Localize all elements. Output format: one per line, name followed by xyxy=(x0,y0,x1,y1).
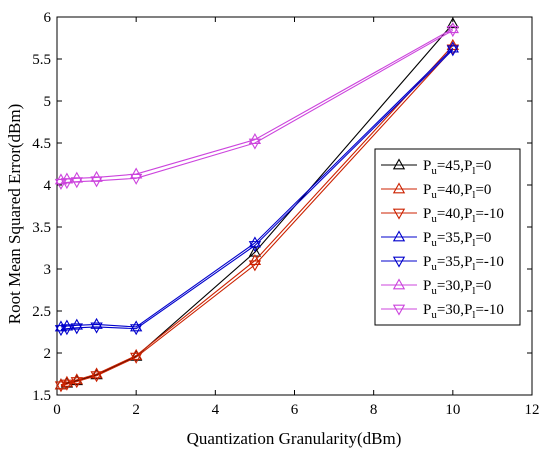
x-tick-label: 0 xyxy=(53,402,61,418)
data-point xyxy=(70,377,83,389)
x-tick-label: 12 xyxy=(525,402,540,418)
legend-marker xyxy=(392,256,406,268)
data-point xyxy=(446,26,459,38)
y-tick-label: 2 xyxy=(44,346,52,362)
series-layer xyxy=(54,17,459,393)
data-point xyxy=(130,352,143,364)
data-point xyxy=(54,381,68,393)
data-point xyxy=(446,17,459,29)
legend-label: Pu=45,Pl=0 xyxy=(423,158,491,177)
y-tick-label: 5.5 xyxy=(32,52,51,68)
data-point xyxy=(90,322,103,334)
legend-marker xyxy=(392,230,406,242)
data-point xyxy=(60,324,74,336)
data-point xyxy=(130,173,143,185)
series-line xyxy=(60,29,454,184)
data-point xyxy=(446,45,459,57)
data-point xyxy=(70,373,83,385)
y-tick-label: 4.5 xyxy=(32,136,51,152)
axis-ticks: 0 2 4 6 8 10 12 1.5 2 2.5 3 3.5 4 4.5 5 5.5 6 xyxy=(32,10,539,418)
legend: Pu=45,Pl=0 Pu=40,Pl=0 Pu=40,Pl=-10 Pu=35,Pl… xyxy=(374,148,521,326)
series-2 xyxy=(54,44,459,393)
data-point xyxy=(70,323,83,335)
series-line xyxy=(60,48,454,387)
y-tick-label: 2.5 xyxy=(32,304,51,320)
legend-marker xyxy=(392,304,406,316)
legend-entry: Pu=35,Pl=0 xyxy=(381,230,491,249)
data-point xyxy=(248,138,262,150)
y-tick-label: 1.5 xyxy=(32,388,51,404)
series-line xyxy=(60,49,454,331)
data-point xyxy=(248,260,262,272)
data-point xyxy=(54,325,68,337)
legend-marker xyxy=(392,278,406,290)
legend-entry: Pu=45,Pl=0 xyxy=(381,158,491,177)
series-6 xyxy=(54,26,459,190)
legend-marker xyxy=(392,208,406,220)
data-point xyxy=(60,379,74,391)
data-point xyxy=(90,371,103,383)
legend-label: Pu=40,Pl=0 xyxy=(423,182,491,201)
series-4 xyxy=(54,45,459,337)
data-point xyxy=(248,241,262,253)
legend-entry: Pu=40,Pl=0 xyxy=(381,182,491,201)
legend-label: Pu=40,Pl=-10 xyxy=(423,206,504,225)
data-point xyxy=(90,367,103,379)
y-tick-label: 3.5 xyxy=(32,220,51,236)
x-axis-label: Quantization Granularity(dBm) xyxy=(187,429,402,448)
data-point xyxy=(70,177,83,189)
data-point xyxy=(446,41,459,53)
y-tick-label: 5 xyxy=(44,94,52,110)
series-line xyxy=(60,47,454,328)
data-point xyxy=(54,178,68,190)
data-point xyxy=(130,324,143,336)
series-line xyxy=(60,23,454,386)
legend-label: Pu=35,Pl=0 xyxy=(423,230,491,249)
x-tick-label: 10 xyxy=(445,402,460,418)
legend-entry: Pu=30,Pl=-10 xyxy=(381,302,504,321)
legend-label: Pu=30,Pl=0 xyxy=(423,278,491,297)
x-tick-label: 2 xyxy=(132,402,140,418)
data-point xyxy=(130,320,143,332)
legend-entry: Pu=35,Pl=-10 xyxy=(381,254,504,273)
y-tick-label: 3 xyxy=(44,262,52,278)
y-tick-label: 6 xyxy=(44,10,52,26)
legend-label: Pu=30,Pl=-10 xyxy=(423,302,504,321)
x-tick-label: 6 xyxy=(291,402,299,418)
x-tick-label: 4 xyxy=(212,402,220,418)
x-tick-label: 8 xyxy=(370,402,378,418)
y-tick-label: 4 xyxy=(44,178,52,194)
data-point xyxy=(90,176,103,188)
legend-entry: Pu=30,Pl=0 xyxy=(381,278,491,297)
data-point xyxy=(446,22,459,34)
legend-marker xyxy=(392,158,406,170)
data-point xyxy=(60,178,74,190)
legend-marker xyxy=(392,182,406,194)
legend-label: Pu=35,Pl=-10 xyxy=(423,254,504,273)
legend-entry: Pu=40,Pl=-10 xyxy=(381,206,504,225)
y-axis-label: Root Mean Squared Error(dBm) xyxy=(5,104,24,324)
